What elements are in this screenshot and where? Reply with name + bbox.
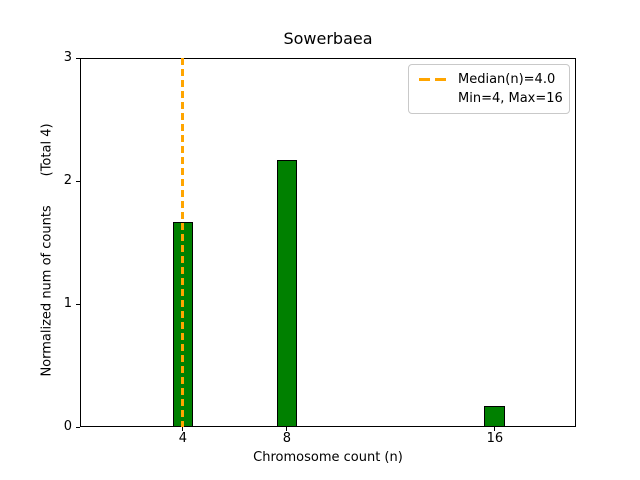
legend-label-minmax: Min=4, Max=16 [458,91,563,106]
legend: Median(n)=4.0 Min=4, Max=16 [408,64,570,114]
legend-entry-median: Median(n)=4.0 [417,70,561,89]
bar-n8 [276,160,298,427]
plot-area [80,58,576,427]
y-tick-label-3: 3 [63,49,72,65]
legend-blank-handle [419,97,446,100]
bar-n16 [484,406,506,427]
legend-label-median: Median(n)=4.0 [458,72,556,87]
x-tick-mark-8 [286,427,288,431]
y-tick-label-1: 1 [63,295,72,311]
x-tick-label-8: 8 [282,431,292,446]
chart-title: Sowerbaea [283,29,373,48]
y-tick-mark-3 [76,57,80,59]
y-tick-mark-1 [76,303,80,305]
y-tick-label-2: 2 [63,172,72,188]
x-tick-mark-16 [494,427,496,431]
y-tick-label-0: 0 [63,418,72,434]
y-tick-mark-0 [76,426,80,428]
median-line [181,58,185,427]
x-tick-label-4: 4 [178,431,188,446]
x-axis-label: Chromosome count (n) [253,450,403,465]
x-tick-mark-4 [182,427,184,431]
y-tick-mark-2 [76,180,80,182]
legend-median-dashed-line-icon [419,78,446,81]
y-axis-label: Normalized num of counts (Total 4) [39,123,55,377]
legend-entry-minmax: Min=4, Max=16 [417,89,563,108]
x-tick-label-16: 16 [486,431,504,446]
